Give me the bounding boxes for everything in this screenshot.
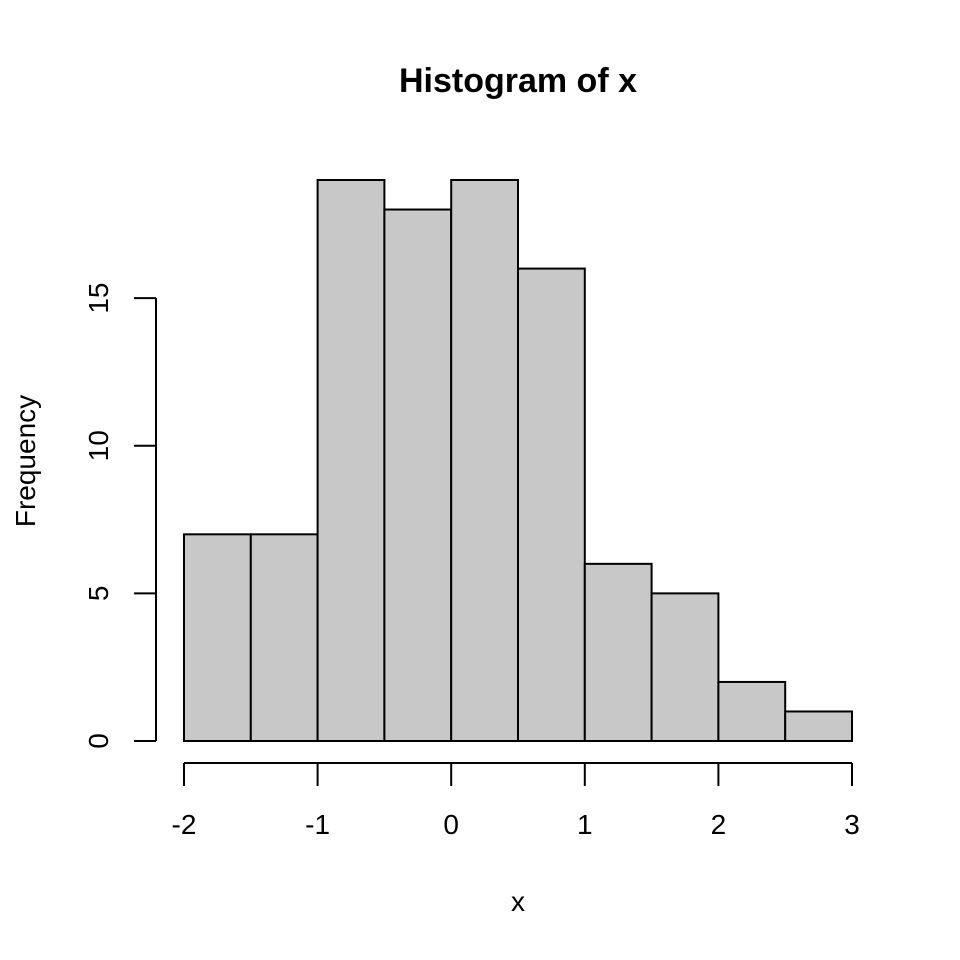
histogram-bar-9 [784,710,854,743]
x-axis-tick-label-5: 3 [844,809,860,840]
x-axis-tick-label-3: 1 [577,809,593,840]
y-axis-tick-label-0: 0 [83,733,114,749]
y-axis-tick-label-1: 5 [83,586,114,602]
histogram-bar-8 [717,680,787,743]
histogram-bar-1 [249,533,319,742]
x-axis-tick-label-1: -1 [305,809,330,840]
histogram-bar-7 [650,592,720,742]
histogram-bar-3 [383,208,453,743]
histogram-bar-5 [517,267,586,742]
histogram-bar-4 [450,179,520,742]
y-axis-tick-label-3: 15 [83,283,114,314]
histogram-bar-2 [316,179,386,742]
y-axis-tick-label-2: 10 [83,430,114,461]
x-axis-tick-label-2: 0 [443,809,459,840]
bars-layer [183,179,854,743]
axes-layer: -2 -1 0 1 2 3 0 5 10 15 [83,283,860,840]
histogram-bar-6 [583,562,653,742]
chart-title: Histogram of x [399,62,637,100]
y-axis-title: Frequency [10,395,41,527]
x-axis-tick-label-4: 2 [711,809,727,840]
x-axis-tick-label-0: -2 [172,809,197,840]
histogram-bar-0 [183,533,252,742]
x-axis-title: x [511,886,525,917]
